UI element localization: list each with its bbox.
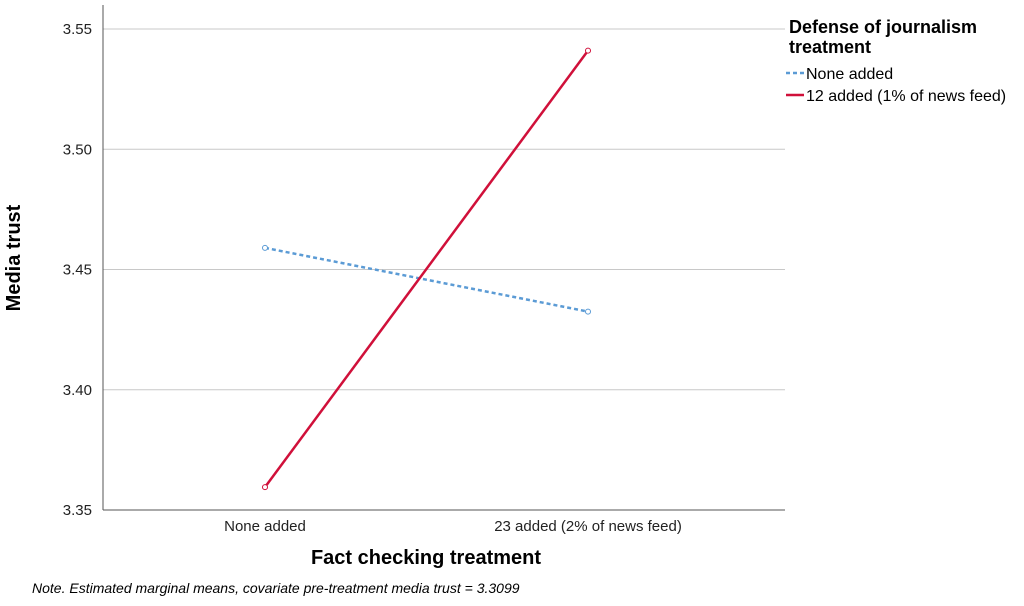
y-tick-label: 3.45 — [63, 262, 92, 279]
x-tick-label: None added — [224, 518, 306, 535]
legend-title-line-2: treatment — [789, 37, 871, 57]
y-tick-label: 3.40 — [63, 382, 92, 399]
series — [262, 47, 591, 491]
data-point — [262, 244, 268, 251]
data-point — [585, 308, 591, 315]
legend-title-line-1: Defense of journalism — [789, 17, 977, 37]
legend-label: None added — [806, 66, 893, 83]
series-line-1 — [264, 246, 589, 313]
legend: Defense of journalism treatment None add… — [786, 17, 1006, 105]
chart-note: Note. Estimated marginal means, covariat… — [32, 580, 520, 596]
y-axis-title: Media trust — [3, 204, 25, 311]
y-tick-label: 3.55 — [63, 21, 92, 38]
y-tick-labels: 3.35 3.40 3.45 3.50 3.55 — [63, 21, 92, 519]
legend-label: 12 added (1% of news feed) — [806, 88, 1006, 105]
x-axis-title: Fact checking treatment — [311, 547, 541, 569]
y-tick-label: 3.50 — [63, 141, 92, 158]
x-tick-label: 23 added (2% of news feed) — [494, 518, 682, 535]
series-line-2 — [263, 49, 590, 488]
x-tick-labels: None added 23 added (2% of news feed) — [224, 518, 682, 535]
y-tick-label: 3.35 — [63, 502, 92, 519]
gridlines — [103, 28, 785, 391]
legend-items: None added 12 added (1% of news feed) — [786, 66, 1006, 105]
data-point — [262, 484, 268, 491]
data-point — [585, 47, 591, 54]
